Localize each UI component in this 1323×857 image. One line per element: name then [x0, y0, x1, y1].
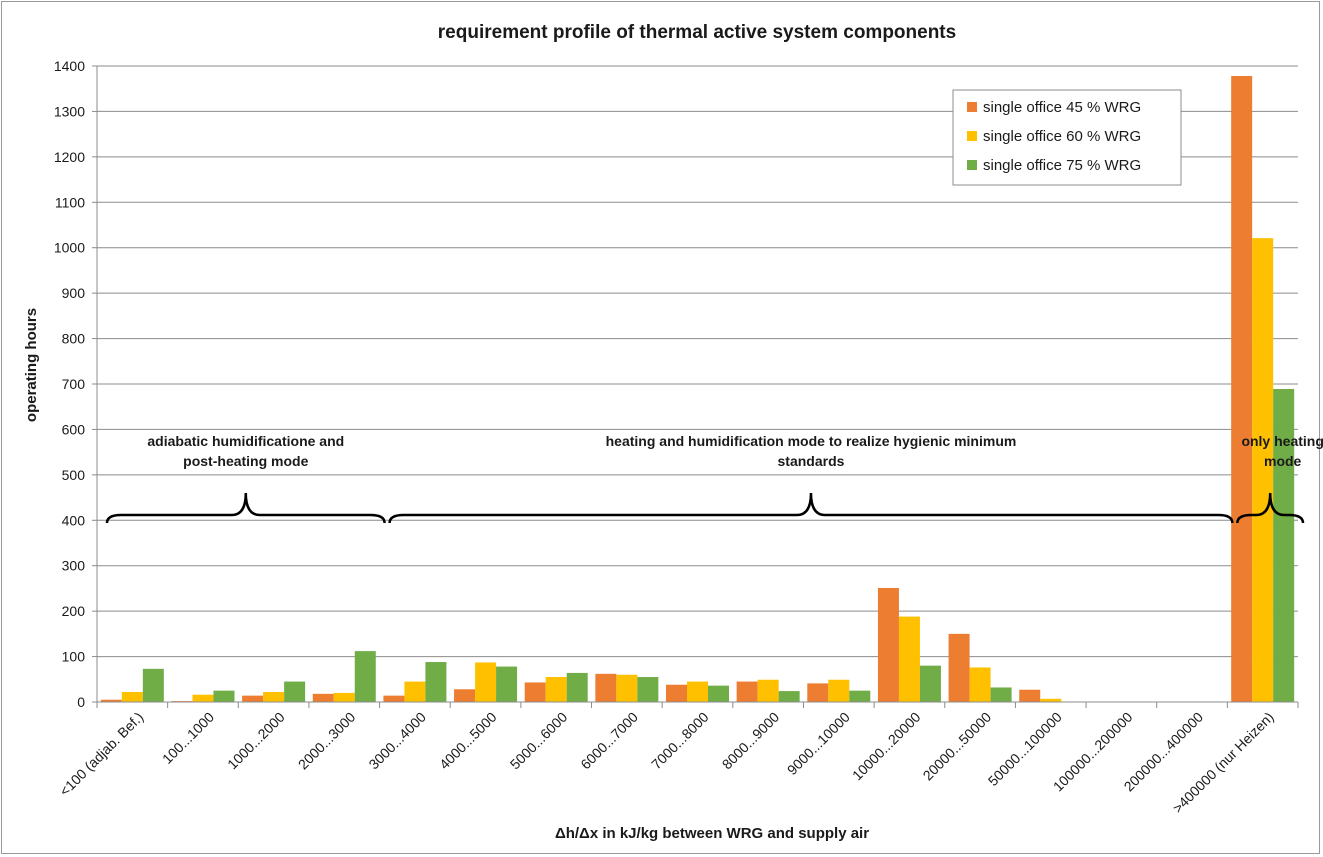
bar — [242, 695, 264, 702]
y-tick-label: 600 — [62, 421, 86, 437]
y-tick-label: 1400 — [54, 58, 85, 74]
bar — [121, 692, 143, 702]
bar — [496, 666, 518, 702]
x-tick-label: 2000...3000 — [295, 709, 359, 773]
bar — [1040, 698, 1062, 702]
x-tick-label: 6000...7000 — [577, 709, 641, 773]
bar — [333, 692, 355, 702]
annotation-text: only heating — [1241, 433, 1323, 449]
bar — [919, 665, 941, 702]
x-tick-label: 8000...9000 — [719, 709, 783, 773]
bar — [948, 633, 970, 702]
annotation-text: post-heating mode — [183, 453, 308, 469]
bar — [778, 691, 800, 702]
y-tick-label: 700 — [62, 376, 86, 392]
y-tick-label: 800 — [62, 331, 86, 347]
y-tick-label: 1100 — [55, 194, 85, 210]
bar — [404, 681, 426, 702]
bar — [100, 699, 122, 702]
y-axis-ticks: 0 100 200 300 400 500 600 700 800 900 1000 1100 1200… — [54, 58, 97, 710]
x-axis-label: Δh/Δx in kJ/kg between WRG and supply ai… — [555, 825, 869, 842]
annotation-text: adiabatic humidificatione and — [147, 433, 344, 449]
x-tick-label: 7000...8000 — [648, 709, 712, 773]
bar — [828, 679, 850, 702]
bar — [524, 682, 546, 702]
bars — [100, 75, 1295, 703]
bar — [990, 687, 1012, 702]
chart-title: requirement profile of thermal active sy… — [438, 22, 956, 43]
y-tick-label: 100 — [62, 649, 86, 665]
x-tick-label: 1000...2000 — [224, 709, 288, 773]
bar — [354, 651, 376, 702]
bar — [1019, 689, 1041, 702]
y-tick-label: 0 — [77, 694, 85, 710]
annotation-brace — [105, 492, 386, 524]
bar — [284, 681, 306, 702]
bar — [213, 690, 235, 702]
y-tick-label: 400 — [62, 512, 86, 528]
bar — [1252, 238, 1274, 702]
x-tick-label: <100 (adjab. Bef.) — [56, 709, 146, 799]
y-tick-label: 500 — [62, 467, 86, 483]
annotation-brace — [388, 492, 1234, 524]
annotation-text: mode — [1264, 453, 1302, 469]
bar — [616, 674, 638, 702]
annotations: adiabatic humidificatione and post-heatin… — [105, 433, 1323, 524]
x-tick-label: 5000...6000 — [507, 709, 571, 773]
x-tick-label: 9000...10000 — [784, 709, 853, 778]
annotation-text: heating and humidification mode to reali… — [606, 433, 1017, 449]
legend: single office 45 % WRG single office 60 %… — [952, 89, 1182, 186]
y-tick-label: 900 — [62, 285, 86, 301]
x-tick-label: 3000...4000 — [365, 709, 429, 773]
x-axis-ticks: <100 (adjab. Bef.) 100...1000 1000...2000 2… — [56, 702, 1299, 816]
annotation-text: standards — [778, 453, 845, 469]
legend-swatch — [967, 102, 977, 112]
x-tick-label: 20000...50000 — [920, 709, 995, 784]
bar — [312, 693, 334, 702]
bar — [595, 673, 617, 702]
bar — [708, 685, 729, 702]
y-tick-label: 300 — [62, 558, 86, 574]
annotation-brace — [1236, 492, 1305, 524]
bar — [383, 695, 405, 702]
bar — [454, 689, 476, 702]
bar — [807, 683, 829, 702]
x-tick-label: 4000...5000 — [436, 709, 500, 773]
bar — [898, 616, 920, 702]
bar — [736, 681, 758, 702]
legend-label: single office 45 % WRG — [983, 99, 1141, 116]
bar — [969, 667, 991, 702]
x-tick-label: 100...1000 — [159, 709, 217, 767]
bar — [1273, 388, 1295, 702]
axes — [96, 66, 1298, 703]
bar — [142, 668, 164, 702]
x-tick-label: 10000...20000 — [849, 709, 924, 784]
legend-swatch — [967, 131, 977, 141]
bar — [425, 662, 447, 702]
bar — [192, 694, 214, 702]
y-tick-label: 1200 — [54, 149, 85, 165]
legend-label: single office 60 % WRG — [983, 128, 1141, 145]
bar — [877, 587, 899, 702]
bar — [263, 692, 285, 702]
y-tick-label: 200 — [62, 603, 86, 619]
legend-swatch — [967, 160, 977, 170]
bar — [757, 679, 779, 702]
y-axis-label: operating hours — [23, 308, 40, 422]
y-tick-label: 1000 — [54, 240, 85, 256]
legend-label: single office 75 % WRG — [983, 157, 1141, 174]
x-tick-label: 50000...100000 — [985, 709, 1065, 789]
bar — [637, 677, 659, 702]
legend-box — [952, 89, 1182, 186]
bar — [849, 690, 871, 702]
bar — [666, 684, 687, 702]
bar — [545, 677, 567, 702]
bar — [566, 672, 588, 702]
bar — [687, 681, 708, 702]
bar — [1231, 75, 1253, 703]
y-tick-label: 1300 — [54, 103, 85, 119]
bar — [475, 662, 497, 702]
